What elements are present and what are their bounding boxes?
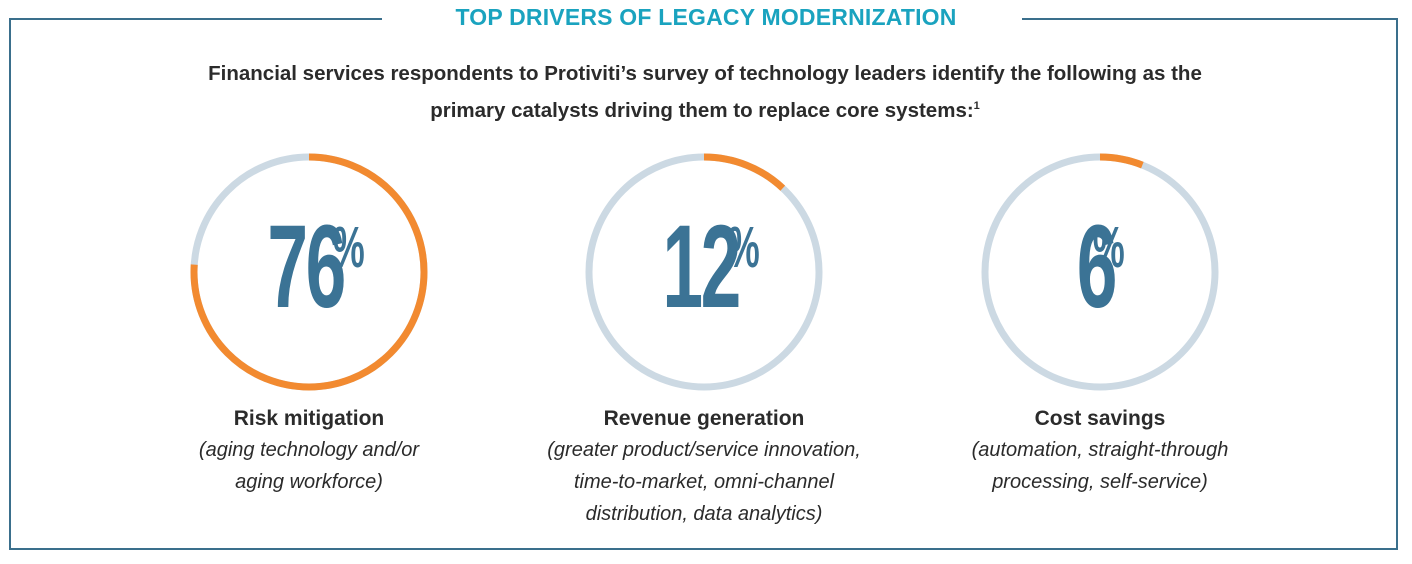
- donut-svg: [190, 153, 428, 391]
- percentage-number: 6: [1077, 201, 1118, 333]
- frame-top-line-right: [1022, 18, 1398, 20]
- frame-top-line-left: [9, 18, 382, 20]
- infographic-frame: [9, 19, 1398, 550]
- donut-arc: [190, 153, 428, 391]
- infographic-title: TOP DRIVERS OF LEGACY MODERNIZATION: [455, 4, 957, 30]
- driver-label-risk-mitigation: Risk mitigation (aging technology and/or…: [129, 404, 489, 498]
- percentage-number: 12: [661, 201, 741, 333]
- percentage-value: 6%: [978, 208, 1222, 326]
- intro-line-1: Financial services respondents to Protiv…: [208, 62, 1202, 85]
- driver-description-line: time-to-market, omni-channel: [573, 471, 835, 493]
- driver-heading: Cost savings: [1034, 407, 1166, 430]
- driver-description-line: (aging technology and/or: [198, 439, 420, 461]
- driver-description: (greater product/service innovation, tim…: [524, 434, 884, 530]
- driver-description-line: processing, self-service): [992, 471, 1208, 493]
- driver-label-cost-savings: Cost savings (automation, straight-throu…: [920, 404, 1280, 498]
- percentage-value: 76%: [187, 208, 431, 326]
- percent-sign: %: [1092, 215, 1125, 280]
- driver-label-revenue-generation: Revenue generation (greater product/serv…: [524, 404, 884, 530]
- intro-line-2-text: primary catalysts driving them to replac…: [430, 99, 974, 122]
- percent-sign: %: [332, 215, 365, 280]
- driver-description-line: distribution, data analytics): [585, 503, 823, 525]
- intro-text: Financial services respondents to Protiv…: [160, 58, 1250, 127]
- intro-line-2: primary catalysts driving them to replac…: [160, 90, 1250, 127]
- donut-svg: [585, 153, 823, 391]
- donut-chart-revenue-generation: 12%: [582, 150, 826, 394]
- percentage-value: 12%: [582, 208, 826, 326]
- donut-chart-cost-savings: 6%: [978, 150, 1222, 394]
- driver-heading: Risk mitigation: [233, 407, 385, 430]
- driver-description-line: aging workforce): [235, 471, 383, 493]
- donut-svg: [981, 153, 1219, 391]
- donut-arc: [981, 153, 1219, 391]
- driver-description-line: (greater product/service innovation,: [547, 439, 861, 461]
- driver-description: (automation, straight-through processing…: [920, 434, 1280, 498]
- percentage-number: 76: [266, 201, 346, 333]
- driver-heading: Revenue generation: [603, 407, 805, 430]
- driver-description-line: (automation, straight-through: [971, 439, 1229, 461]
- donut-chart-risk-mitigation: 76%: [187, 150, 431, 394]
- driver-description: (aging technology and/or aging workforce…: [129, 434, 489, 498]
- footnote-marker: 1: [973, 100, 980, 112]
- percent-sign: %: [727, 215, 760, 280]
- donut-arc: [585, 153, 823, 391]
